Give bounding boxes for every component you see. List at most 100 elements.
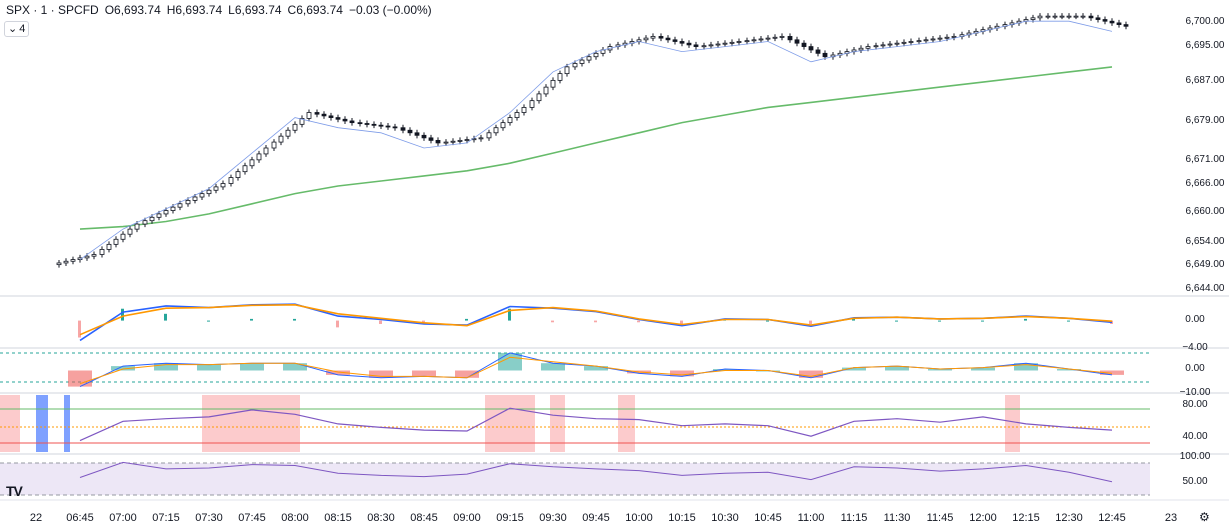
candle-body [937, 37, 943, 40]
candle-body [435, 139, 441, 144]
time-axis-label: 11:15 [841, 512, 868, 524]
ma-slow-line [79, 66, 1113, 230]
candle-body [106, 243, 112, 250]
candle-body [206, 189, 212, 195]
osc-area [584, 366, 608, 371]
candle-body [91, 254, 97, 257]
candle-body [378, 124, 384, 127]
candle-body [335, 117, 341, 120]
candle-body [658, 36, 664, 39]
candle-body [758, 38, 764, 41]
osc-area [197, 364, 221, 371]
candle-body [228, 177, 234, 184]
candle-body [156, 213, 162, 218]
candle-body [708, 44, 714, 47]
macd-histogram-bar [938, 320, 941, 322]
candle-body [199, 193, 205, 198]
macd-histogram-bar [809, 320, 812, 324]
macd-histogram-bar [465, 318, 468, 321]
candle-body [328, 115, 334, 118]
candle-body [557, 73, 563, 81]
candle-body [400, 127, 406, 131]
candle-body [371, 123, 377, 126]
osc-line-slow [79, 356, 1113, 385]
candle-body [292, 123, 298, 131]
osc-area [541, 363, 565, 371]
time-axis-label: 11:30 [884, 512, 911, 524]
candle-body [815, 49, 821, 54]
candle-body [63, 260, 69, 264]
candle-body [787, 36, 793, 41]
candle-body [306, 112, 312, 119]
gear-icon[interactable]: ⚙ [1199, 510, 1210, 524]
candle-body [514, 112, 520, 118]
candle-body [127, 228, 133, 235]
candle-body [923, 39, 929, 42]
candle-body [428, 137, 434, 141]
time-axis-label: 07:15 [152, 512, 180, 524]
osc-area [1057, 369, 1081, 371]
indicators-toggle-button[interactable]: ⌄ 4 [4, 21, 30, 37]
symbol-name[interactable]: SPX · 1 · SPCFD [6, 3, 99, 17]
candle-body [507, 117, 513, 124]
high-value: 6,693.74 [175, 3, 223, 17]
candle-body [271, 141, 277, 149]
price-axis-label: 6,644.00 [1186, 283, 1225, 294]
candle-body [944, 36, 950, 39]
time-axis-label: 10:45 [754, 512, 782, 524]
macd-histogram-bar [1067, 320, 1070, 322]
candle-body [779, 36, 785, 38]
candle-body [142, 220, 148, 225]
stoch-axis-label: 80.00 [1182, 399, 1207, 410]
time-axis-label: 12:30 [1055, 512, 1083, 524]
candle-body [693, 44, 699, 47]
candle-body [478, 137, 484, 140]
candle-body [1030, 17, 1036, 20]
macd-histogram-bar [164, 313, 167, 321]
candle-body [686, 42, 692, 46]
candle-body [701, 45, 707, 48]
candle-body [1123, 24, 1129, 27]
candle-body [314, 112, 320, 115]
macd-histogram-bar [852, 318, 855, 321]
candle-body [1037, 15, 1043, 19]
indicator-count: 4 [19, 23, 26, 35]
open-value: 6,693.74 [114, 3, 161, 17]
candle-body [113, 238, 119, 245]
tradingview-logo[interactable]: TV [6, 483, 23, 499]
candle-body [213, 186, 219, 191]
osc-area [842, 367, 866, 371]
time-axis-label: 11:00 [798, 512, 825, 524]
candle-body [1095, 17, 1101, 20]
macd-histogram-bar [379, 320, 382, 324]
price-axis-label: 6,649.00 [1186, 259, 1225, 270]
close-value: 6,693.74 [296, 3, 343, 17]
rsi-axis-label: 100.00 [1180, 451, 1211, 462]
candle-body [285, 129, 291, 137]
macd-histogram-bar [508, 308, 511, 321]
candle-body [192, 196, 198, 201]
open-label: O [104, 3, 115, 17]
candle-body [672, 39, 678, 42]
candle-body [1052, 15, 1058, 18]
osc-area [799, 370, 823, 378]
osc-area [68, 370, 92, 387]
candle-body [722, 42, 728, 45]
candle-body [299, 118, 305, 125]
candle-body [500, 122, 506, 129]
candle-body [1045, 15, 1051, 18]
candle-body [858, 47, 864, 51]
candle-body [149, 216, 155, 222]
osc-area [670, 370, 694, 377]
candle-body [450, 140, 456, 143]
time-axis-label: 08:45 [410, 512, 438, 524]
candle-body [744, 40, 750, 43]
macd-histogram-bar [766, 320, 769, 322]
change-value: −0.03 (−0.00%) [348, 3, 432, 17]
candle-body [278, 135, 284, 143]
candle-body [1116, 22, 1122, 25]
candle-body [357, 122, 363, 125]
chevron-down-icon: ⌄ [8, 23, 18, 35]
